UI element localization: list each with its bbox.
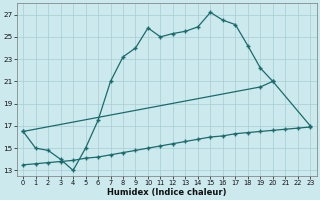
X-axis label: Humidex (Indice chaleur): Humidex (Indice chaleur) (107, 188, 227, 197)
